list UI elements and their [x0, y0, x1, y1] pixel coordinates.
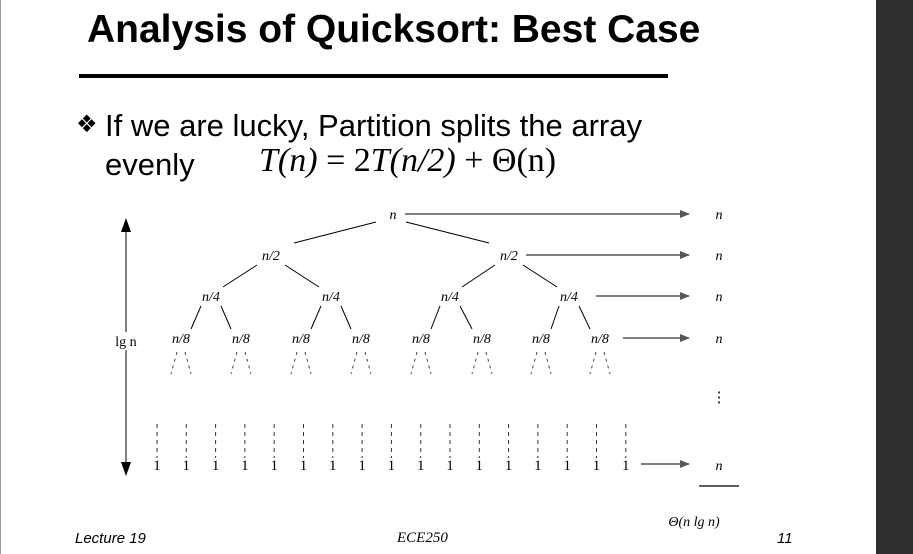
tree-leaf: 1	[358, 458, 366, 474]
tree-leaf: 1	[212, 458, 220, 474]
tree-leaf: 1	[153, 458, 161, 474]
tree-edge-dashed	[410, 351, 418, 375]
tree-edge-dashed	[530, 351, 538, 375]
window-sidebar	[876, 0, 913, 554]
tree-node-n-over-8: n/8	[172, 332, 190, 347]
tree-edge-dashed	[589, 351, 597, 375]
formula-tail: + Θ(n)	[455, 142, 557, 179]
height-label-bg	[105, 332, 151, 350]
bullet-text-line2: evenly	[105, 147, 195, 182]
tree-edge	[578, 305, 591, 330]
tree-edge	[405, 221, 490, 244]
level-cost: n	[716, 332, 723, 347]
tree-node-n-over-4: n/4	[202, 290, 220, 305]
tree-leaf: 1	[593, 458, 601, 474]
tree-edge-dashed	[424, 351, 432, 375]
tree-node-n-over-4: n/4	[560, 290, 578, 305]
title-underline	[79, 74, 668, 78]
slide-title: Analysis of Quicksort: Best Case	[87, 8, 701, 51]
tree-edge-dashed	[290, 351, 298, 375]
tree-edge	[340, 305, 352, 330]
tree-edge	[310, 305, 322, 330]
tree-node-n-over-8: n/8	[591, 332, 609, 347]
tree-leaf: 1	[476, 458, 484, 474]
recursion-tree-diagram: n n/2 n/2 n/4 n/4 n/4 n/4 n/8 n/8 n/8 n/8 n/8 n/8 n/8…	[105, 208, 739, 530]
formula-eq: = 2	[317, 142, 371, 179]
tree-edge	[461, 264, 496, 288]
footer-page-number: 11	[777, 530, 793, 547]
tree-node-n-over-8: n/8	[532, 332, 550, 347]
diamond-bullet-icon: ❖	[76, 110, 98, 138]
level-cost-ellipsis: ⋮	[712, 390, 727, 406]
footer-lecture: Lecture 19	[75, 530, 146, 547]
tree-edge-dashed	[471, 351, 479, 375]
tree-edge-dashed	[350, 351, 358, 375]
tree-node-root: n	[390, 208, 397, 223]
tree-edge	[550, 305, 560, 330]
tree-edge-dashed	[230, 351, 238, 375]
tree-leaf: 1	[388, 458, 396, 474]
tree-edge	[190, 305, 202, 330]
tree-edge-dashed	[184, 351, 192, 375]
level-cost: n	[716, 208, 723, 223]
tree-leaf: 1	[241, 458, 249, 474]
slide: Analysis of Quicksort: Best Case ❖ If we…	[0, 0, 876, 554]
tree-edge	[222, 264, 258, 288]
level-cost: n	[716, 249, 723, 264]
tree-node-n-over-4: n/4	[322, 290, 340, 305]
tree-node-n-over-2: n/2	[500, 249, 518, 264]
tree-node-n-over-8: n/8	[352, 332, 370, 347]
tree-edge	[293, 221, 377, 244]
tree-leaf: 1	[300, 458, 308, 474]
tree-edge-dashed	[544, 351, 552, 375]
level-cost: n	[716, 459, 723, 474]
tree-node-n-over-4: n/4	[441, 290, 459, 305]
formula-lhs: T(n)	[259, 142, 318, 179]
tree-leaf: 1	[183, 458, 191, 474]
tree-leaf: 1	[270, 458, 278, 474]
tree-edge	[220, 305, 232, 330]
tree-leaf: 1	[534, 458, 542, 474]
total-cost: Θ(n lg n)	[668, 515, 720, 530]
recurrence-formula: T(n) = 2T(n/2) + Θ(n)	[259, 142, 556, 180]
formula-mid: T(n/2)	[370, 142, 456, 179]
tree-edge-dashed	[170, 351, 178, 375]
tree-leaf: 1	[417, 458, 425, 474]
tree-edge-dashed	[603, 351, 611, 375]
bullet-text-line1: If we are lucky, Partition splits the ar…	[105, 108, 642, 143]
tree-leaf: 1	[622, 458, 630, 474]
tree-node-n-over-2: n/2	[262, 249, 280, 264]
tree-edge	[459, 305, 473, 330]
tree-edge-dashed	[485, 351, 493, 375]
tree-leaf: 1	[329, 458, 337, 474]
tree-leaf: 1	[563, 458, 571, 474]
level-cost: n	[716, 290, 723, 305]
up-arrow-icon	[121, 218, 131, 232]
tree-leaf: 1	[446, 458, 454, 474]
height-label: lg n	[115, 335, 136, 350]
tree-leaf: 1	[505, 458, 513, 474]
tree-node-n-over-8: n/8	[232, 332, 250, 347]
tree-edge	[284, 264, 320, 288]
tree-node-n-over-8: n/8	[473, 332, 491, 347]
down-arrow-icon	[121, 462, 131, 476]
tree-edge-dashed	[364, 351, 372, 375]
tree-edge-dashed	[244, 351, 252, 375]
tree-edge	[430, 305, 441, 330]
tree-node-n-over-8: n/8	[412, 332, 430, 347]
tree-edge-dashed	[304, 351, 312, 375]
tree-edge	[522, 264, 558, 288]
footer-course: ECE250	[397, 530, 448, 546]
tree-node-n-over-8: n/8	[292, 332, 310, 347]
